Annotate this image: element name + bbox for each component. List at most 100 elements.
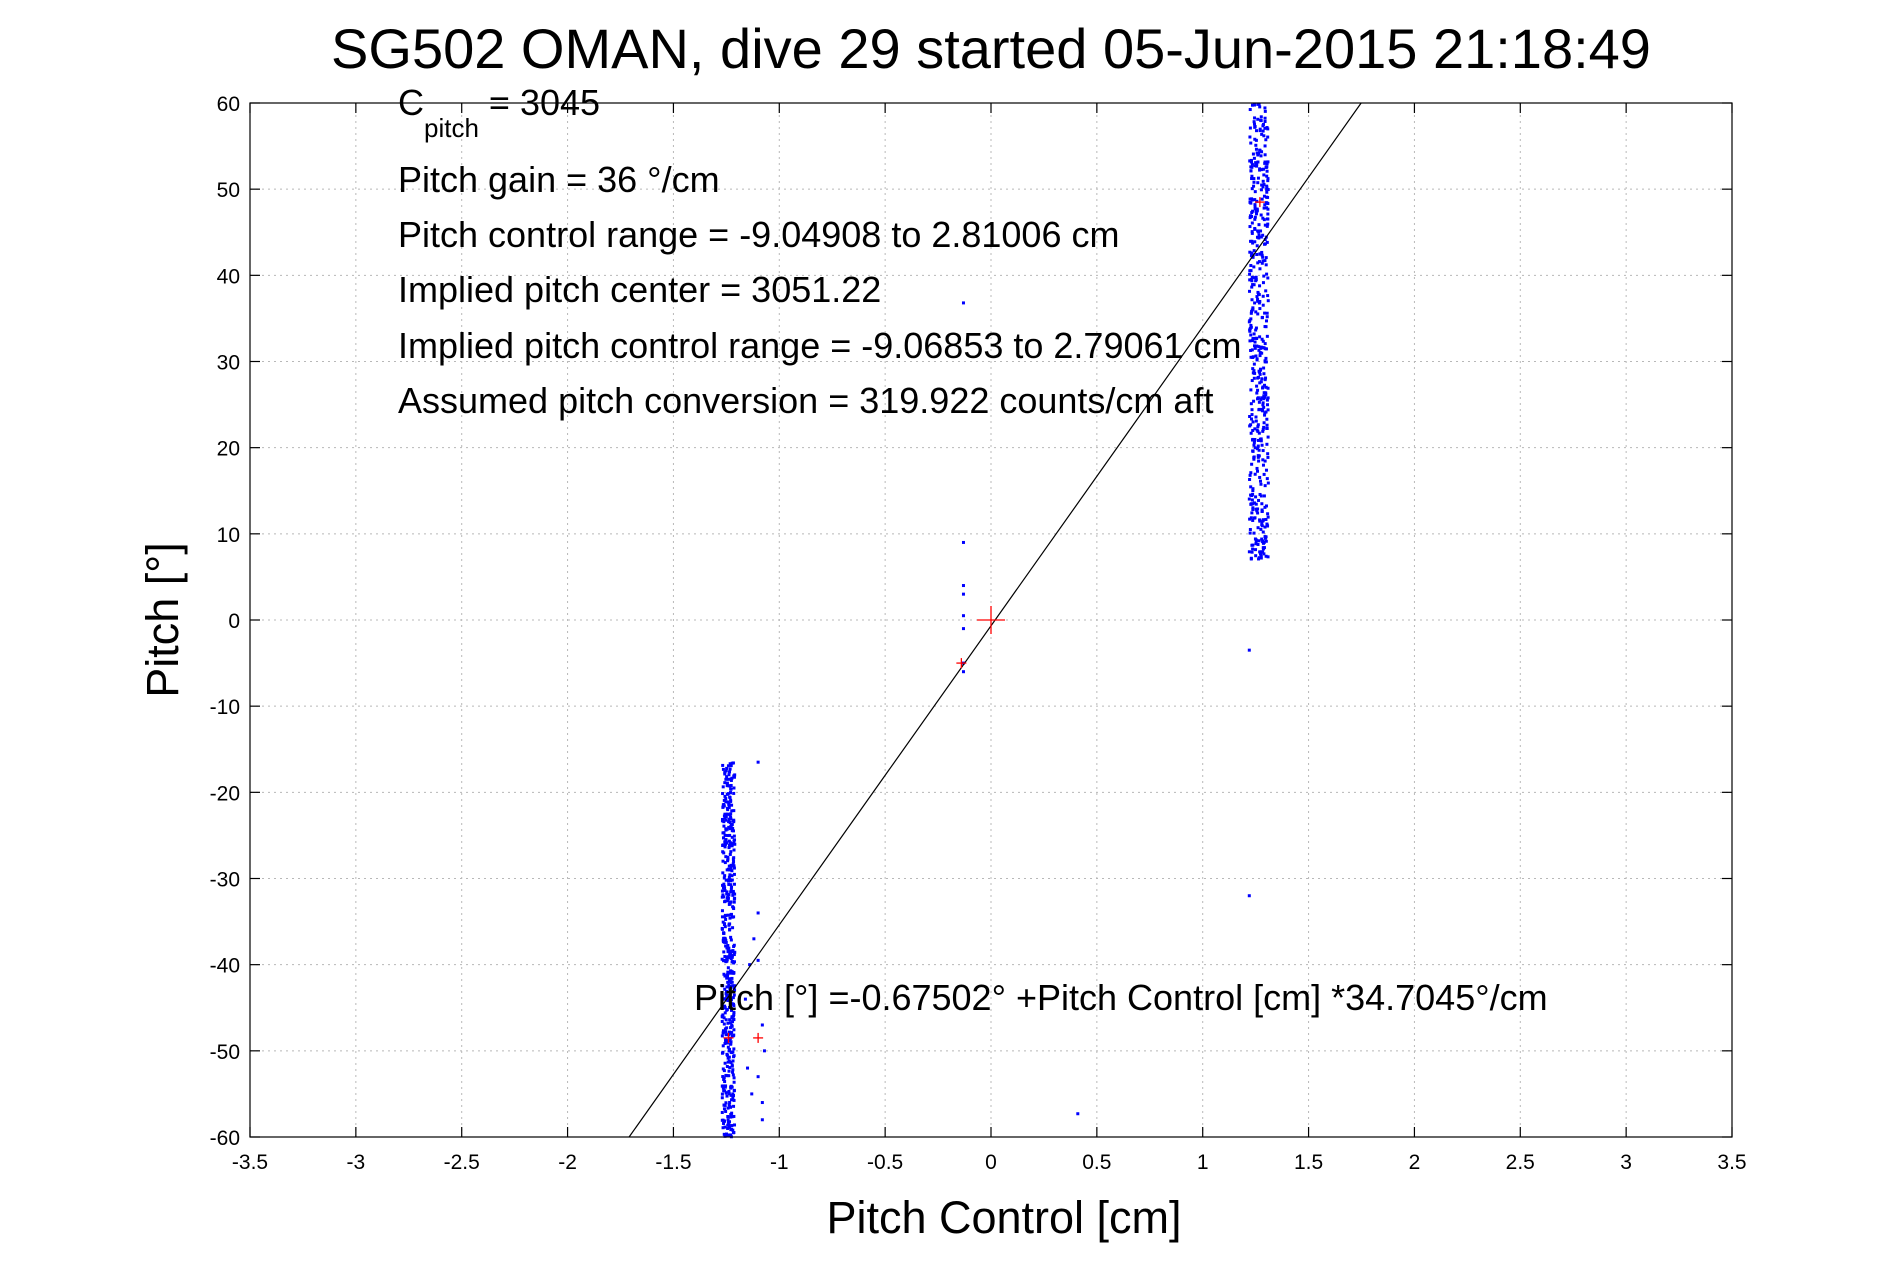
data-point [724, 1073, 728, 1077]
data-point [1263, 505, 1267, 509]
data-point [1252, 283, 1256, 287]
y-tick-label: 30 [217, 352, 240, 375]
data-point [1257, 301, 1261, 305]
data-point [1262, 346, 1266, 350]
data-point [729, 938, 733, 942]
data-point [1264, 539, 1268, 543]
data-point [723, 770, 727, 774]
data-point [723, 974, 727, 978]
data-point [1249, 264, 1253, 268]
x-tick-label: -1.5 [655, 1151, 691, 1174]
data-point [1258, 518, 1262, 522]
data-point [1255, 344, 1259, 348]
data-point [1249, 502, 1253, 506]
data-point [1256, 153, 1260, 157]
data-point [727, 875, 731, 879]
data-point [1252, 184, 1256, 188]
data-point [726, 1115, 730, 1119]
data-point [1250, 252, 1254, 256]
data-point [731, 996, 735, 1000]
data-point [731, 893, 735, 897]
data-point [1261, 179, 1265, 183]
data-point [1261, 259, 1265, 263]
data-point [726, 993, 730, 997]
data-point [724, 1109, 728, 1113]
y-tick-label: -10 [210, 696, 240, 719]
data-point [1257, 539, 1261, 543]
data-point [1253, 240, 1257, 244]
data-point [1264, 263, 1268, 267]
data-point [1264, 504, 1268, 508]
red-cross [723, 1032, 734, 1043]
data-point [1265, 423, 1269, 427]
data-point [732, 866, 736, 870]
data-point [1265, 311, 1269, 315]
data-point [723, 1027, 727, 1031]
data-point [721, 805, 725, 809]
data-point [724, 1101, 728, 1105]
data-point [720, 1019, 724, 1023]
data-point [1260, 250, 1264, 254]
data-point [1253, 164, 1257, 168]
data-point [1253, 215, 1257, 219]
data-point [1266, 396, 1270, 400]
data-point [724, 940, 728, 944]
data-point [730, 1030, 734, 1034]
data-point [762, 1049, 766, 1053]
x-tick-label: -3 [347, 1151, 366, 1174]
data-point [720, 957, 724, 961]
data-point [722, 824, 726, 828]
data-point [728, 1100, 732, 1104]
data-point [1259, 154, 1263, 158]
data-point [1266, 276, 1270, 280]
data-point [1250, 176, 1254, 180]
data-point [1260, 396, 1264, 400]
data-point [1250, 275, 1254, 279]
data-point [733, 773, 737, 777]
x-tick-label: -2 [558, 1151, 577, 1174]
data-point [729, 817, 733, 821]
data-point [1250, 310, 1254, 314]
data-point [723, 861, 727, 865]
data-point [723, 1006, 727, 1010]
data-point [727, 1069, 731, 1073]
x-tick-label: 0 [985, 1151, 997, 1174]
data-point [730, 803, 734, 807]
chart-title: SG502 OMAN, dive 29 started 05-Jun-2015 … [331, 17, 1651, 80]
data-point [720, 889, 724, 893]
data-point [1263, 242, 1267, 246]
y-tick-label: 40 [217, 265, 240, 288]
data-point [1251, 152, 1255, 156]
data-point [733, 950, 737, 954]
data-point [1256, 444, 1260, 448]
data-point [730, 885, 734, 889]
data-point [720, 926, 724, 930]
data-point [723, 772, 727, 776]
data-point [961, 670, 965, 674]
data-point [720, 1110, 724, 1114]
implied-pitch-center-annotation: Implied pitch center = 3051.22 [398, 269, 881, 310]
data-point [1254, 161, 1258, 165]
data-point [731, 926, 735, 930]
data-point [730, 869, 734, 873]
fit-equation-annotation: Pitch [°] =-0.67502° +Pitch Control [cm]… [694, 977, 1548, 1018]
data-point [726, 970, 730, 974]
data-point [726, 980, 730, 984]
data-point [724, 1030, 728, 1034]
data-point [1252, 399, 1256, 403]
data-point [1255, 162, 1259, 166]
data-point [1265, 187, 1269, 191]
data-point [726, 800, 730, 804]
data-point [1252, 180, 1256, 184]
data-point [729, 913, 733, 917]
data-point [1251, 428, 1255, 432]
data-point [1249, 402, 1253, 406]
data-point [1252, 332, 1256, 336]
data-point [1255, 469, 1259, 473]
data-point [1265, 162, 1269, 166]
data-point [1258, 437, 1262, 441]
data-point [1251, 508, 1255, 512]
data-point [720, 994, 724, 998]
data-point [1250, 408, 1254, 412]
